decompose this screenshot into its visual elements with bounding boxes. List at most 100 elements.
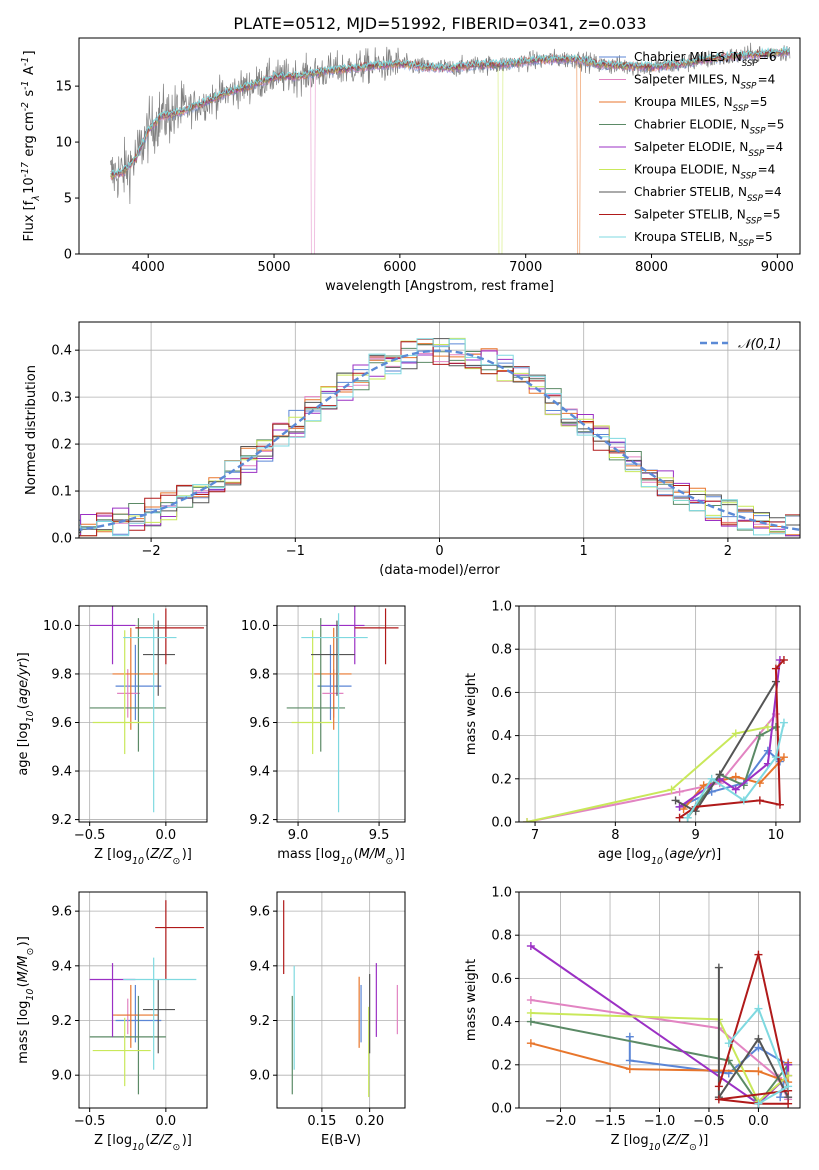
x-axis-label: wavelength [Angstrom, rest frame] <box>325 279 554 294</box>
plus-marker <box>526 942 535 950</box>
plus-marker <box>714 1095 723 1104</box>
axes-frame <box>78 891 208 1109</box>
plus-marker <box>771 753 780 762</box>
plus-marker <box>779 753 788 762</box>
errorbar-point <box>354 608 399 665</box>
y-tick-label: 10.0 <box>241 619 270 634</box>
axes-age_vs_Z: −0.5 0.0 9.2 9.4 9.6 9.8 10.0 Z [log10 (Z/Z⊙ )]… <box>16 605 208 867</box>
plus-marker <box>784 1060 793 1069</box>
x-tick-label: −2.0 <box>545 1114 577 1129</box>
axes-frame <box>518 605 801 823</box>
y-tick-label: 0.2 <box>491 1058 512 1073</box>
plus-marker <box>707 774 716 783</box>
x-tick-label: 9.5 <box>369 828 390 843</box>
x-tick-label: 2 <box>724 544 732 559</box>
plus-marker <box>779 656 788 664</box>
errorbar-point <box>143 620 175 696</box>
y-tick-label: 0 <box>64 248 72 263</box>
mass-weight-line <box>526 713 777 822</box>
legend-label: 𝒩(0,1) <box>738 337 781 352</box>
axes-mass_vs_EBV: 0.15 0.20 9.0 9.2 9.4 9.6 E(B-V) <box>249 891 406 1148</box>
x-tick-label: 8000 <box>635 260 668 275</box>
errorbar-point <box>89 606 136 665</box>
plus-marker <box>763 722 772 731</box>
plus-marker <box>724 1039 733 1048</box>
y-axis-label: age [log10 (age/yr)] <box>16 652 36 775</box>
errorbar-point <box>123 613 177 813</box>
y-tick-label: 0.8 <box>491 643 512 658</box>
x-tick-label: 0.0 <box>156 1114 177 1129</box>
y-tick-label: 0.3 <box>51 391 72 406</box>
plus-marker <box>776 1093 785 1102</box>
legend-label: Chabrier MILES, NSSP =6 <box>634 50 777 69</box>
errorbar-point <box>155 900 204 980</box>
y-tick-label: 1.0 <box>491 600 512 615</box>
legend-label: Salpeter STELIB, NSSP =5 <box>634 208 780 227</box>
mass-weight-line <box>717 950 790 1105</box>
x-axis-label: mass [log10 (M/M⊙ )] <box>277 847 405 867</box>
y-tick-label: 9.0 <box>51 1069 72 1084</box>
legend-label: Salpeter ELODIE, NSSP =4 <box>634 140 783 159</box>
errorbar-point <box>117 669 140 718</box>
errorbar-point <box>112 627 159 730</box>
plot-area <box>89 900 204 1095</box>
errorbar-point <box>92 1017 151 1087</box>
y-tick-label: 0.0 <box>491 816 512 831</box>
errorbar-point <box>291 630 333 755</box>
y-tick-label: 9.2 <box>51 813 72 828</box>
legend-label: Kroupa MILES, NSSP =5 <box>634 95 767 114</box>
y-tick-label: 15 <box>55 80 72 95</box>
y-tick-label: 1.0 <box>491 886 512 901</box>
y-tick-label: 9.4 <box>249 765 270 780</box>
y-tick-label: 0.1 <box>51 485 72 500</box>
x-tick-label: 7000 <box>509 260 542 275</box>
axes-frame <box>78 37 801 255</box>
x-axis-label: E(B-V) <box>321 1133 361 1148</box>
x-tick-label: 8 <box>611 828 619 843</box>
plus-marker <box>775 800 784 809</box>
x-axis-label: (data-model)/error <box>379 563 500 578</box>
plus-marker <box>754 1067 763 1076</box>
x-axis-label: age [log10 (age/yr)] <box>598 847 721 867</box>
mass-weight-line <box>728 1006 790 1105</box>
legend: Chabrier MILES, NSSP =6 Salpeter MILES, N… <box>599 50 784 249</box>
plus-marker <box>731 785 740 794</box>
y-tick-label: 10.0 <box>43 619 72 634</box>
x-tick-label: 7 <box>531 828 539 843</box>
y-tick-label: 9.8 <box>51 667 72 682</box>
y-tick-label: 9.2 <box>51 1014 72 1029</box>
plus-marker <box>754 1034 763 1043</box>
plus-marker <box>526 1039 535 1048</box>
plus-marker <box>779 718 788 727</box>
legend-label: Chabrier ELODIE, NSSP =5 <box>634 118 784 137</box>
y-tick-label: 0.0 <box>51 532 72 547</box>
y-axis-label: Normed distribution <box>24 365 39 495</box>
axes-age_vs_mass: 9.0 9.5 9.2 9.4 9.6 9.8 10.0 mass [log10 (M/M⊙ … <box>241 605 406 867</box>
plot-area <box>526 942 793 1108</box>
plus-marker <box>771 664 780 673</box>
plus-marker <box>755 731 764 740</box>
plot-area <box>110 42 791 254</box>
y-tick-label: 0.6 <box>491 686 512 701</box>
y-tick-label: 0.6 <box>491 972 512 987</box>
plus-marker <box>754 1043 763 1052</box>
x-tick-label: 1 <box>580 544 588 559</box>
errorbar-point <box>286 618 346 752</box>
plus-marker <box>526 1008 535 1017</box>
axes-residuals: −2 −1 0 1 2 0.0 0.1 0.2 0.3 0.4 (data-model)/error… <box>24 321 801 578</box>
y-axis-label: mass weight <box>464 959 479 1041</box>
figure-title: PLATE=0512, MJD=51992, FIBERID=0341, z=0… <box>233 14 646 33</box>
plus-marker <box>739 796 748 805</box>
plus-marker <box>683 813 692 822</box>
y-tick-label: 0.2 <box>51 438 72 453</box>
y-tick-label: 9.0 <box>249 1069 270 1084</box>
legend-label: Chabrier STELIB, NSSP =4 <box>634 185 782 204</box>
plus-marker <box>754 1099 763 1108</box>
y-tick-label: 9.4 <box>249 959 270 974</box>
y-tick-label: 9.4 <box>51 765 72 780</box>
plus-marker <box>526 1017 535 1026</box>
mass-weight-line <box>717 967 789 1101</box>
plus-marker <box>671 796 680 805</box>
axes-frame <box>276 605 406 823</box>
x-tick-label: −0.5 <box>74 828 106 843</box>
